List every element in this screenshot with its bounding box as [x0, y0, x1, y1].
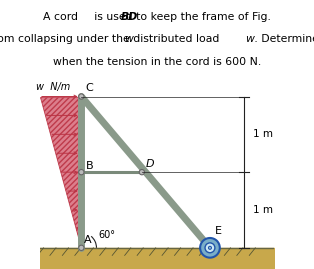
Text: C: C [85, 83, 93, 93]
Text: 60°: 60° [98, 230, 115, 240]
Text: E: E [214, 226, 221, 236]
Circle shape [79, 245, 84, 250]
Circle shape [208, 246, 211, 249]
Text: when the tension in the cord is 600 N.: when the tension in the cord is 600 N. [53, 57, 261, 67]
Text: BD: BD [121, 12, 138, 22]
Text: from collapsing under the distributed load          . Determine: from collapsing under the distributed lo… [0, 34, 314, 44]
Text: w: w [124, 34, 133, 44]
Text: B: B [86, 161, 94, 171]
Circle shape [205, 243, 215, 253]
Circle shape [79, 169, 84, 175]
Polygon shape [40, 97, 81, 248]
Circle shape [200, 238, 220, 258]
Text: 1 m: 1 m [253, 205, 273, 215]
Text: A cord       is used to keep the frame of Fig.: A cord is used to keep the frame of Fig. [43, 12, 271, 22]
Circle shape [139, 169, 144, 175]
Text: A: A [84, 235, 92, 245]
Text: D: D [146, 159, 154, 169]
Circle shape [79, 94, 84, 99]
Text: 1 m: 1 m [253, 129, 273, 139]
Bar [40, 248, 274, 269]
Text: w  N/m: w N/m [36, 82, 70, 92]
Text: w: w [245, 34, 254, 44]
